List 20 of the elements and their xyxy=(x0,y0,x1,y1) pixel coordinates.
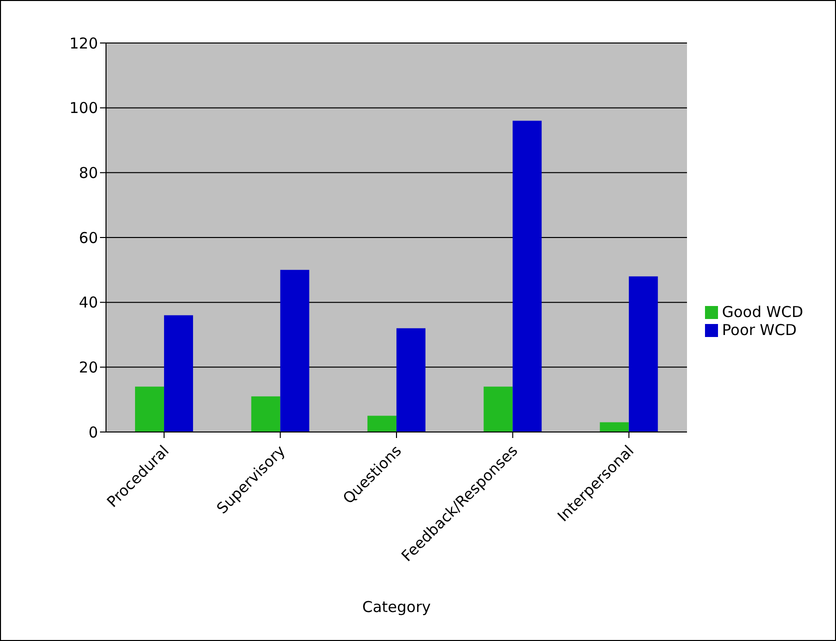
bar xyxy=(484,386,513,432)
bar xyxy=(164,315,194,432)
bar xyxy=(135,386,164,432)
y-tick-label: 100 xyxy=(69,99,98,118)
bar xyxy=(628,276,658,432)
bar xyxy=(367,416,396,432)
bar xyxy=(251,396,280,432)
y-tick-label: 0 xyxy=(88,423,98,442)
bar xyxy=(396,328,426,432)
bar xyxy=(600,422,629,432)
legend-label: Good WCD xyxy=(722,302,804,320)
x-axis-title: Category xyxy=(362,598,431,616)
y-tick-label: 20 xyxy=(78,358,98,376)
bar xyxy=(280,270,310,432)
legend-label: Poor WCD xyxy=(722,320,797,338)
y-tick-label: 60 xyxy=(78,228,98,247)
y-tick-label: 80 xyxy=(78,164,98,182)
y-tick-label: 40 xyxy=(78,294,98,312)
y-tick-label: 120 xyxy=(69,34,98,52)
bar xyxy=(512,120,542,432)
